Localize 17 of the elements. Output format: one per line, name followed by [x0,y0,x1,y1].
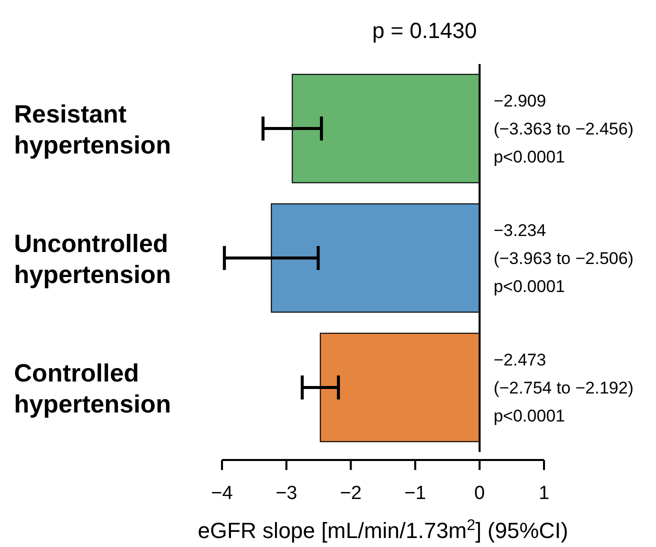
x-tick-label: 0 [474,483,485,504]
annotation: (−3.963 to −2.506) p<0.0001 [494,249,634,296]
chart-title: p = 0.1430 [372,18,477,43]
x-tick-label: 1 [538,483,550,504]
x-tick-label: −1 [404,483,426,504]
x-tick-label: −4 [211,483,234,504]
x-tick-label: −2 [340,483,362,504]
data-label: −2.909 [494,92,546,111]
x-axis-title: eGFR slope [mL/min/1.73m$^{2}$] (95%CI) [198,516,568,543]
y-tick-label: Resistant hypertension [14,100,171,160]
data-label: −3.234 [494,221,546,240]
y-tick-label: Controlled hypertension [14,359,171,418]
y-tick-label: Uncontrolled hypertension [14,230,171,289]
annotation: (−2.754 to −2.192) p<0.0001 [494,378,634,426]
annotation: (−3.363 to −2.456) p<0.0001 [494,120,634,167]
data-label: −2.473 [494,350,546,370]
x-tick-label: −3 [276,483,298,504]
